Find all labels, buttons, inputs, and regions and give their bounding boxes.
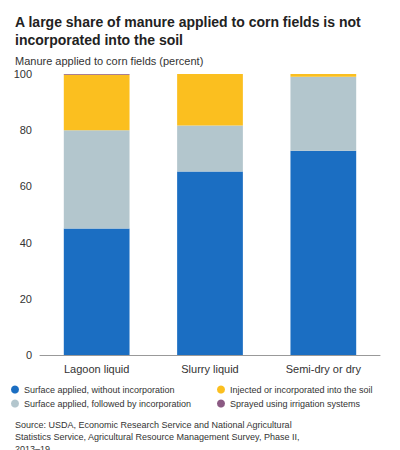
svg-text:40: 40 <box>20 237 32 249</box>
svg-text:Slurry liquid: Slurry liquid <box>181 363 238 375</box>
svg-text:0: 0 <box>26 349 32 361</box>
svg-text:Source: USDA, Economic Researc: Source: USDA, Economic Research Service … <box>15 420 294 430</box>
svg-text:A large share of manure applie: A large share of manure applied to corn … <box>15 14 365 30</box>
svg-text:Surface applied, without incor: Surface applied, without incorporation <box>24 385 175 395</box>
svg-text:Statistics Service, Agricultur: Statistics Service, Agricultural Resourc… <box>15 432 302 442</box>
svg-text:80: 80 <box>20 124 32 136</box>
svg-text:Sprayed using irrigation syste: Sprayed using irrigation systems <box>230 399 361 409</box>
svg-text:20: 20 <box>20 293 32 305</box>
svg-text:Manure applied to corn fields: Manure applied to corn fields (percent) <box>15 55 203 67</box>
svg-text:100: 100 <box>14 68 32 80</box>
svg-text:60: 60 <box>20 180 32 192</box>
svg-text:Injected or incorporated into: Injected or incorporated into the soil <box>230 385 373 395</box>
svg-text:Semi-dry or dry: Semi-dry or dry <box>286 363 362 375</box>
svg-text:Lagoon liquid: Lagoon liquid <box>64 363 129 375</box>
svg-text:incorporated into the soil: incorporated into the soil <box>15 32 183 48</box>
svg-text:Surface applied, followed by i: Surface applied, followed by incorporati… <box>24 399 191 409</box>
svg-text:2013–19.: 2013–19. <box>15 444 53 450</box>
